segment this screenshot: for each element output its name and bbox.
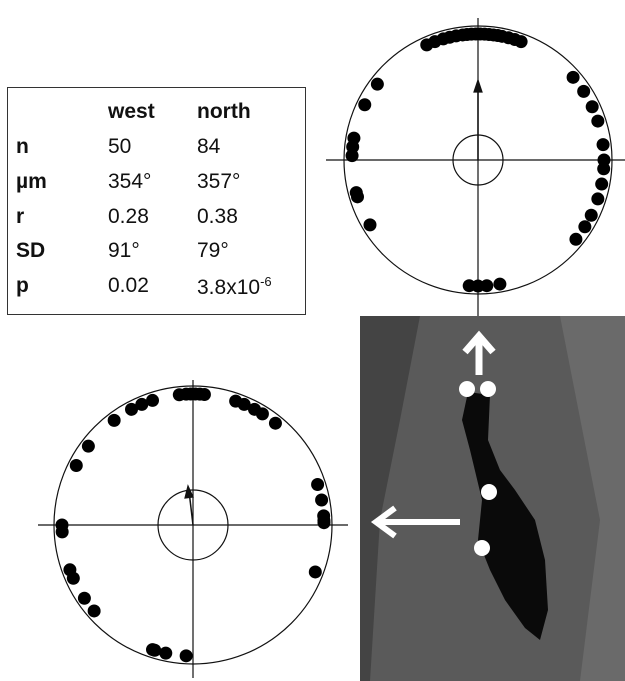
row-label: µm bbox=[16, 169, 47, 193]
bearing-dot bbox=[146, 643, 160, 657]
bearing-dot bbox=[596, 138, 610, 152]
bearing-dot bbox=[311, 478, 325, 492]
bearing-dot bbox=[584, 208, 598, 222]
bearing-dot bbox=[197, 387, 211, 401]
bearing-dot bbox=[317, 513, 331, 527]
bearing-dot bbox=[578, 220, 592, 234]
cell: 50 bbox=[108, 135, 132, 158]
bearing-dot bbox=[146, 393, 160, 407]
west-axes bbox=[38, 380, 348, 678]
cell: 0.02 bbox=[108, 274, 149, 298]
cell-exponent: -6 bbox=[260, 274, 272, 289]
satellite-image bbox=[360, 316, 625, 681]
col-header: west bbox=[108, 100, 155, 123]
bearing-dot bbox=[577, 84, 591, 98]
bearing-dot bbox=[569, 232, 583, 246]
bearing-dot bbox=[315, 493, 329, 507]
cell: 84 bbox=[197, 135, 221, 158]
bearing-dot bbox=[255, 407, 269, 421]
bearing-dot bbox=[566, 70, 580, 84]
row-label: r bbox=[16, 204, 25, 228]
stats-table: west north n 50 84 µm 354° 357° r 0.28 0.38 SD 91°… bbox=[7, 87, 306, 315]
bearing-dot bbox=[595, 177, 609, 191]
bearing-dot bbox=[66, 571, 80, 585]
cell: 79° bbox=[197, 239, 229, 263]
col-header: north bbox=[197, 100, 251, 123]
bearing-dot bbox=[159, 646, 173, 660]
bearing-dot bbox=[462, 279, 476, 293]
row-label: p bbox=[16, 274, 29, 298]
row-label: n bbox=[16, 135, 29, 158]
bearing-dot bbox=[493, 277, 507, 291]
cell: 91° bbox=[108, 239, 140, 263]
row-label: SD bbox=[16, 239, 46, 263]
bearing-dot bbox=[591, 192, 605, 206]
cell: 357° bbox=[197, 169, 241, 193]
cell-base: 3.8x10 bbox=[197, 276, 261, 299]
bearing-dot bbox=[345, 149, 359, 163]
bearing-dot bbox=[370, 77, 384, 91]
bearing-dot bbox=[358, 98, 372, 112]
bearing-dot bbox=[55, 525, 69, 539]
cell: 0.28 bbox=[108, 204, 149, 228]
bearing-dot bbox=[591, 114, 605, 128]
bearing-dot bbox=[81, 439, 95, 453]
cell: 3.8x10-6 bbox=[197, 274, 272, 300]
bearing-dot bbox=[308, 565, 322, 579]
bearing-dot bbox=[135, 397, 149, 411]
bearing-dot bbox=[585, 100, 599, 114]
cell: 354° bbox=[108, 169, 152, 193]
bearing-dot bbox=[87, 604, 101, 618]
bearing-dot bbox=[363, 218, 377, 232]
bearing-dot bbox=[69, 459, 83, 473]
cell: 0.38 bbox=[197, 204, 238, 228]
bearing-dot bbox=[268, 416, 282, 430]
bearing-dot bbox=[514, 35, 528, 49]
bearing-dot bbox=[107, 413, 121, 427]
bearing-dot bbox=[597, 162, 611, 176]
north-axes bbox=[326, 18, 625, 316]
bearing-dot bbox=[77, 591, 91, 605]
bearing-dot bbox=[351, 190, 365, 204]
bearing-dot bbox=[179, 649, 193, 663]
bearing-dot bbox=[237, 397, 251, 411]
bearing-dot bbox=[124, 402, 138, 416]
